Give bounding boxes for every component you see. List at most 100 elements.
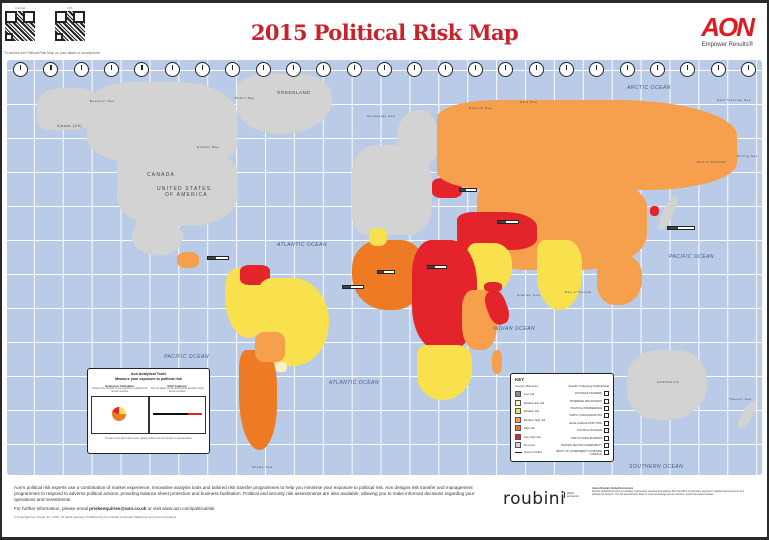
label-barents-sea: Barents Sea xyxy=(469,106,493,110)
legend-peril: POLITICAL VIOLENCE xyxy=(555,427,609,434)
swatch-icon xyxy=(515,425,521,432)
legend-peril: LEGAL & REGULATORY RISK xyxy=(555,420,609,427)
label-arabian-sea: Arabian Sea xyxy=(517,293,541,297)
supply-chain-icon xyxy=(604,413,609,419)
tools-col2-desc: The tool allows you to identify perils a… xyxy=(150,388,204,393)
swatch-icon xyxy=(515,416,521,423)
legend-level: Very high risk xyxy=(515,433,555,442)
label-east-siberian-sea: East Siberian Sea xyxy=(717,98,752,102)
legend-level: High risk xyxy=(515,424,555,433)
label-australia: AUSTRALIA xyxy=(657,380,680,384)
roubini-about-title: About Roubini Global Economics xyxy=(592,487,634,490)
legend-title: KEY xyxy=(515,377,525,382)
legend-peril-label: SUPPLY CHAIN DISRUPTION xyxy=(569,414,602,418)
label-atlantic-ocean-south: ATLANTIC OCEAN xyxy=(329,380,379,386)
clock-icon xyxy=(13,62,28,77)
qr-caption: To access the Political Risk Map on your… xyxy=(4,51,100,55)
clock-icon xyxy=(73,62,89,77)
region-west-africa xyxy=(352,240,422,310)
footer-copyright: © Copyright Aon Group, Inc. 2015. All ri… xyxy=(14,514,177,519)
label-pacific-ocean-east: PACIFIC OCEAN xyxy=(164,354,210,360)
tools-title-2: Measure your exposure to political risk xyxy=(115,376,182,381)
label-greenland: GREENLAND xyxy=(277,90,311,95)
label-beaufort-sea: Beaufort Sea xyxy=(90,99,115,103)
legend-level: No cover xyxy=(515,441,555,450)
legend-peril: SOVEREIGN NON-PAYMENT xyxy=(555,397,609,404)
clock-icon xyxy=(225,62,241,77)
clock-icon xyxy=(103,62,119,77)
city-marker xyxy=(667,226,695,230)
government-stimulus-icon xyxy=(604,450,609,456)
label-norwegian-sea: Norwegian Sea xyxy=(367,114,396,118)
city-marker xyxy=(377,270,395,274)
legend-level: Medium risk xyxy=(515,407,555,416)
city-marker xyxy=(497,220,519,224)
pie-chart-icon xyxy=(112,407,126,421)
aon-logo: AON xyxy=(701,12,755,42)
legend-peril: SUPPLY CHAIN DISRUPTION xyxy=(555,412,609,419)
swatch-icon xyxy=(515,442,521,449)
label-bering-sea: Bering Sea xyxy=(737,154,758,158)
contact-url-link[interactable]: www.aon.com/politicalrisk xyxy=(162,505,215,511)
clock-icon xyxy=(589,62,605,77)
region-argentina xyxy=(239,350,277,450)
clock-icon xyxy=(376,62,392,77)
roubini-about: About Roubini Global Economics Roubini G… xyxy=(592,487,752,497)
region-canada xyxy=(87,82,237,162)
legal-regulatory-icon xyxy=(604,420,609,426)
legend-peril-label: EXCHANGE TRANSFER xyxy=(575,392,602,396)
clock-icon xyxy=(437,62,453,77)
sovereign-non-payment-icon xyxy=(604,398,609,404)
tools-exposure-calculator: Exposure Calculator Measure the strength… xyxy=(91,384,149,434)
tools-risk-analysis: Risk Analysis The tool allows you to ide… xyxy=(148,384,206,434)
legend-peril-label: RISK OF DOING BUSINESS xyxy=(571,436,602,440)
swatch-icon xyxy=(515,391,521,398)
clock-icon xyxy=(710,62,726,77)
tools-col1-desc: Measure the strength of your exposure to… xyxy=(92,388,147,393)
risk-analysis-preview xyxy=(148,396,206,434)
label-atlantic-ocean-north: ATLANTIC OCEAN xyxy=(277,242,327,248)
clock-icon xyxy=(619,62,635,77)
roubini-about-text: Roubini Global Economics is a leading, i… xyxy=(592,490,744,497)
label-hudson-bay: Hudson Bay xyxy=(197,145,220,149)
contact-email-link[interactable]: priskenquiries@aon.co.uk xyxy=(89,505,147,511)
qr-code-icon xyxy=(5,11,35,41)
region-greenland xyxy=(237,74,332,134)
brand: AON Empower Results® xyxy=(701,12,755,48)
tools-title-1: Aon Analytical Tools xyxy=(130,372,167,376)
clock-icon xyxy=(43,62,59,77)
qr-android-label: Android xyxy=(14,6,26,10)
city-marker xyxy=(207,256,229,260)
city-marker xyxy=(342,285,364,289)
legend-level-label: High risk xyxy=(524,426,535,431)
region-north-korea xyxy=(650,206,659,216)
doing-business-icon xyxy=(604,435,609,441)
region-southern-africa xyxy=(417,345,472,400)
clock-icon xyxy=(316,62,332,77)
roubini-sub: global economics xyxy=(564,492,579,498)
qr-code-icon xyxy=(55,11,85,41)
region-yemen xyxy=(484,282,502,292)
swatch-icon xyxy=(515,433,521,440)
label-arctic-ocean: ARCTIC OCEAN xyxy=(627,85,671,91)
exposure-calculator-preview xyxy=(91,396,149,434)
legend-perils-header: Specific Underlying Political Risk xyxy=(568,384,609,388)
label-scotia-sea: Scotia Sea xyxy=(252,465,273,469)
label-tasman-sea: Tasman Sea xyxy=(729,397,752,401)
clock-icon xyxy=(194,62,210,77)
legend-peril: EXCHANGE TRANSFER xyxy=(555,390,609,397)
political-violence-icon xyxy=(604,428,609,434)
clock-icon xyxy=(467,62,483,77)
tools-col2-heading: Risk Analysis xyxy=(167,384,187,388)
region-bolivia-paraguay xyxy=(255,332,285,362)
legend-levels-header: Country Risk level xyxy=(515,384,538,388)
region-morocco xyxy=(369,228,387,246)
label-southern-ocean: SOUTHERN OCEAN xyxy=(629,464,684,470)
tools-col1-heading: Exposure Calculator xyxy=(105,384,135,388)
legend-level-label: Medium-high risk xyxy=(524,417,546,422)
clock-icon xyxy=(528,62,544,77)
page-title: 2015 Political Risk Map xyxy=(250,20,519,45)
legend-peril-label: SOVEREIGN NON-PAYMENT xyxy=(569,399,602,403)
city-marker xyxy=(427,265,447,269)
footer-contact: For further information, please email pr… xyxy=(14,506,484,512)
